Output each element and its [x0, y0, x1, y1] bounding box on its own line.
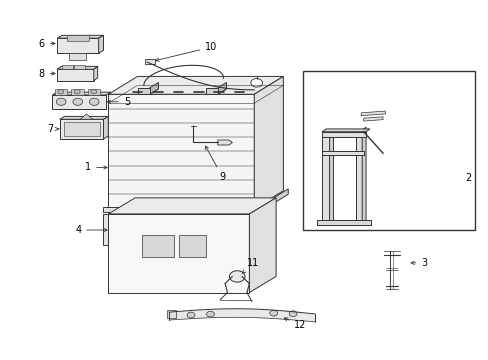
Bar: [144, 59, 154, 64]
Polygon shape: [254, 76, 283, 208]
Polygon shape: [249, 198, 276, 293]
Bar: [67, 35, 89, 41]
Circle shape: [56, 98, 66, 105]
Circle shape: [269, 310, 277, 316]
Polygon shape: [57, 69, 94, 81]
Polygon shape: [217, 140, 232, 145]
Polygon shape: [108, 76, 283, 94]
Polygon shape: [52, 95, 106, 109]
Text: 2: 2: [464, 173, 470, 183]
Polygon shape: [205, 88, 217, 94]
Text: 6: 6: [39, 39, 55, 49]
Polygon shape: [317, 220, 370, 225]
Polygon shape: [103, 207, 259, 212]
Polygon shape: [60, 116, 108, 119]
Bar: [88, 89, 100, 95]
Polygon shape: [57, 38, 99, 53]
Text: 4: 4: [75, 225, 107, 235]
Bar: [179, 235, 205, 257]
Polygon shape: [166, 310, 176, 318]
Polygon shape: [60, 119, 103, 139]
Polygon shape: [103, 116, 108, 139]
Polygon shape: [205, 89, 226, 94]
Circle shape: [58, 90, 63, 94]
Text: 1: 1: [85, 162, 107, 172]
Polygon shape: [69, 53, 86, 60]
Polygon shape: [322, 137, 329, 225]
Bar: [302, 71, 474, 230]
Text: 11: 11: [242, 258, 259, 273]
Polygon shape: [108, 198, 276, 214]
Circle shape: [206, 311, 214, 317]
Polygon shape: [137, 89, 158, 94]
Polygon shape: [259, 189, 287, 212]
Circle shape: [74, 90, 80, 94]
Polygon shape: [322, 151, 363, 155]
Polygon shape: [99, 35, 103, 53]
Circle shape: [187, 312, 195, 318]
Circle shape: [288, 311, 296, 316]
Text: 10: 10: [155, 42, 217, 61]
Circle shape: [250, 78, 262, 87]
Polygon shape: [103, 214, 108, 246]
Polygon shape: [322, 129, 369, 132]
Polygon shape: [329, 134, 333, 225]
Polygon shape: [57, 66, 98, 69]
Text: 3: 3: [410, 258, 427, 268]
Bar: [71, 89, 83, 95]
Text: 5: 5: [107, 97, 130, 107]
Polygon shape: [363, 117, 382, 121]
Polygon shape: [52, 92, 111, 95]
Polygon shape: [80, 114, 93, 119]
Polygon shape: [108, 94, 254, 208]
Polygon shape: [149, 82, 158, 94]
Polygon shape: [362, 127, 366, 225]
Polygon shape: [217, 82, 226, 94]
Bar: [55, 89, 67, 95]
Circle shape: [89, 98, 99, 105]
Text: 8: 8: [39, 68, 55, 78]
Bar: [62, 65, 73, 69]
Polygon shape: [57, 35, 103, 38]
Polygon shape: [94, 66, 98, 81]
Bar: [142, 235, 174, 257]
Text: 12: 12: [284, 318, 306, 330]
Bar: [74, 65, 85, 69]
Circle shape: [73, 98, 82, 105]
Bar: [63, 122, 100, 136]
Polygon shape: [322, 132, 366, 137]
Polygon shape: [108, 214, 249, 293]
Text: 9: 9: [205, 146, 225, 182]
Circle shape: [91, 90, 97, 94]
Circle shape: [229, 271, 244, 282]
Polygon shape: [137, 88, 149, 94]
Text: 7: 7: [47, 124, 59, 134]
Polygon shape: [356, 130, 362, 225]
Polygon shape: [361, 111, 385, 116]
